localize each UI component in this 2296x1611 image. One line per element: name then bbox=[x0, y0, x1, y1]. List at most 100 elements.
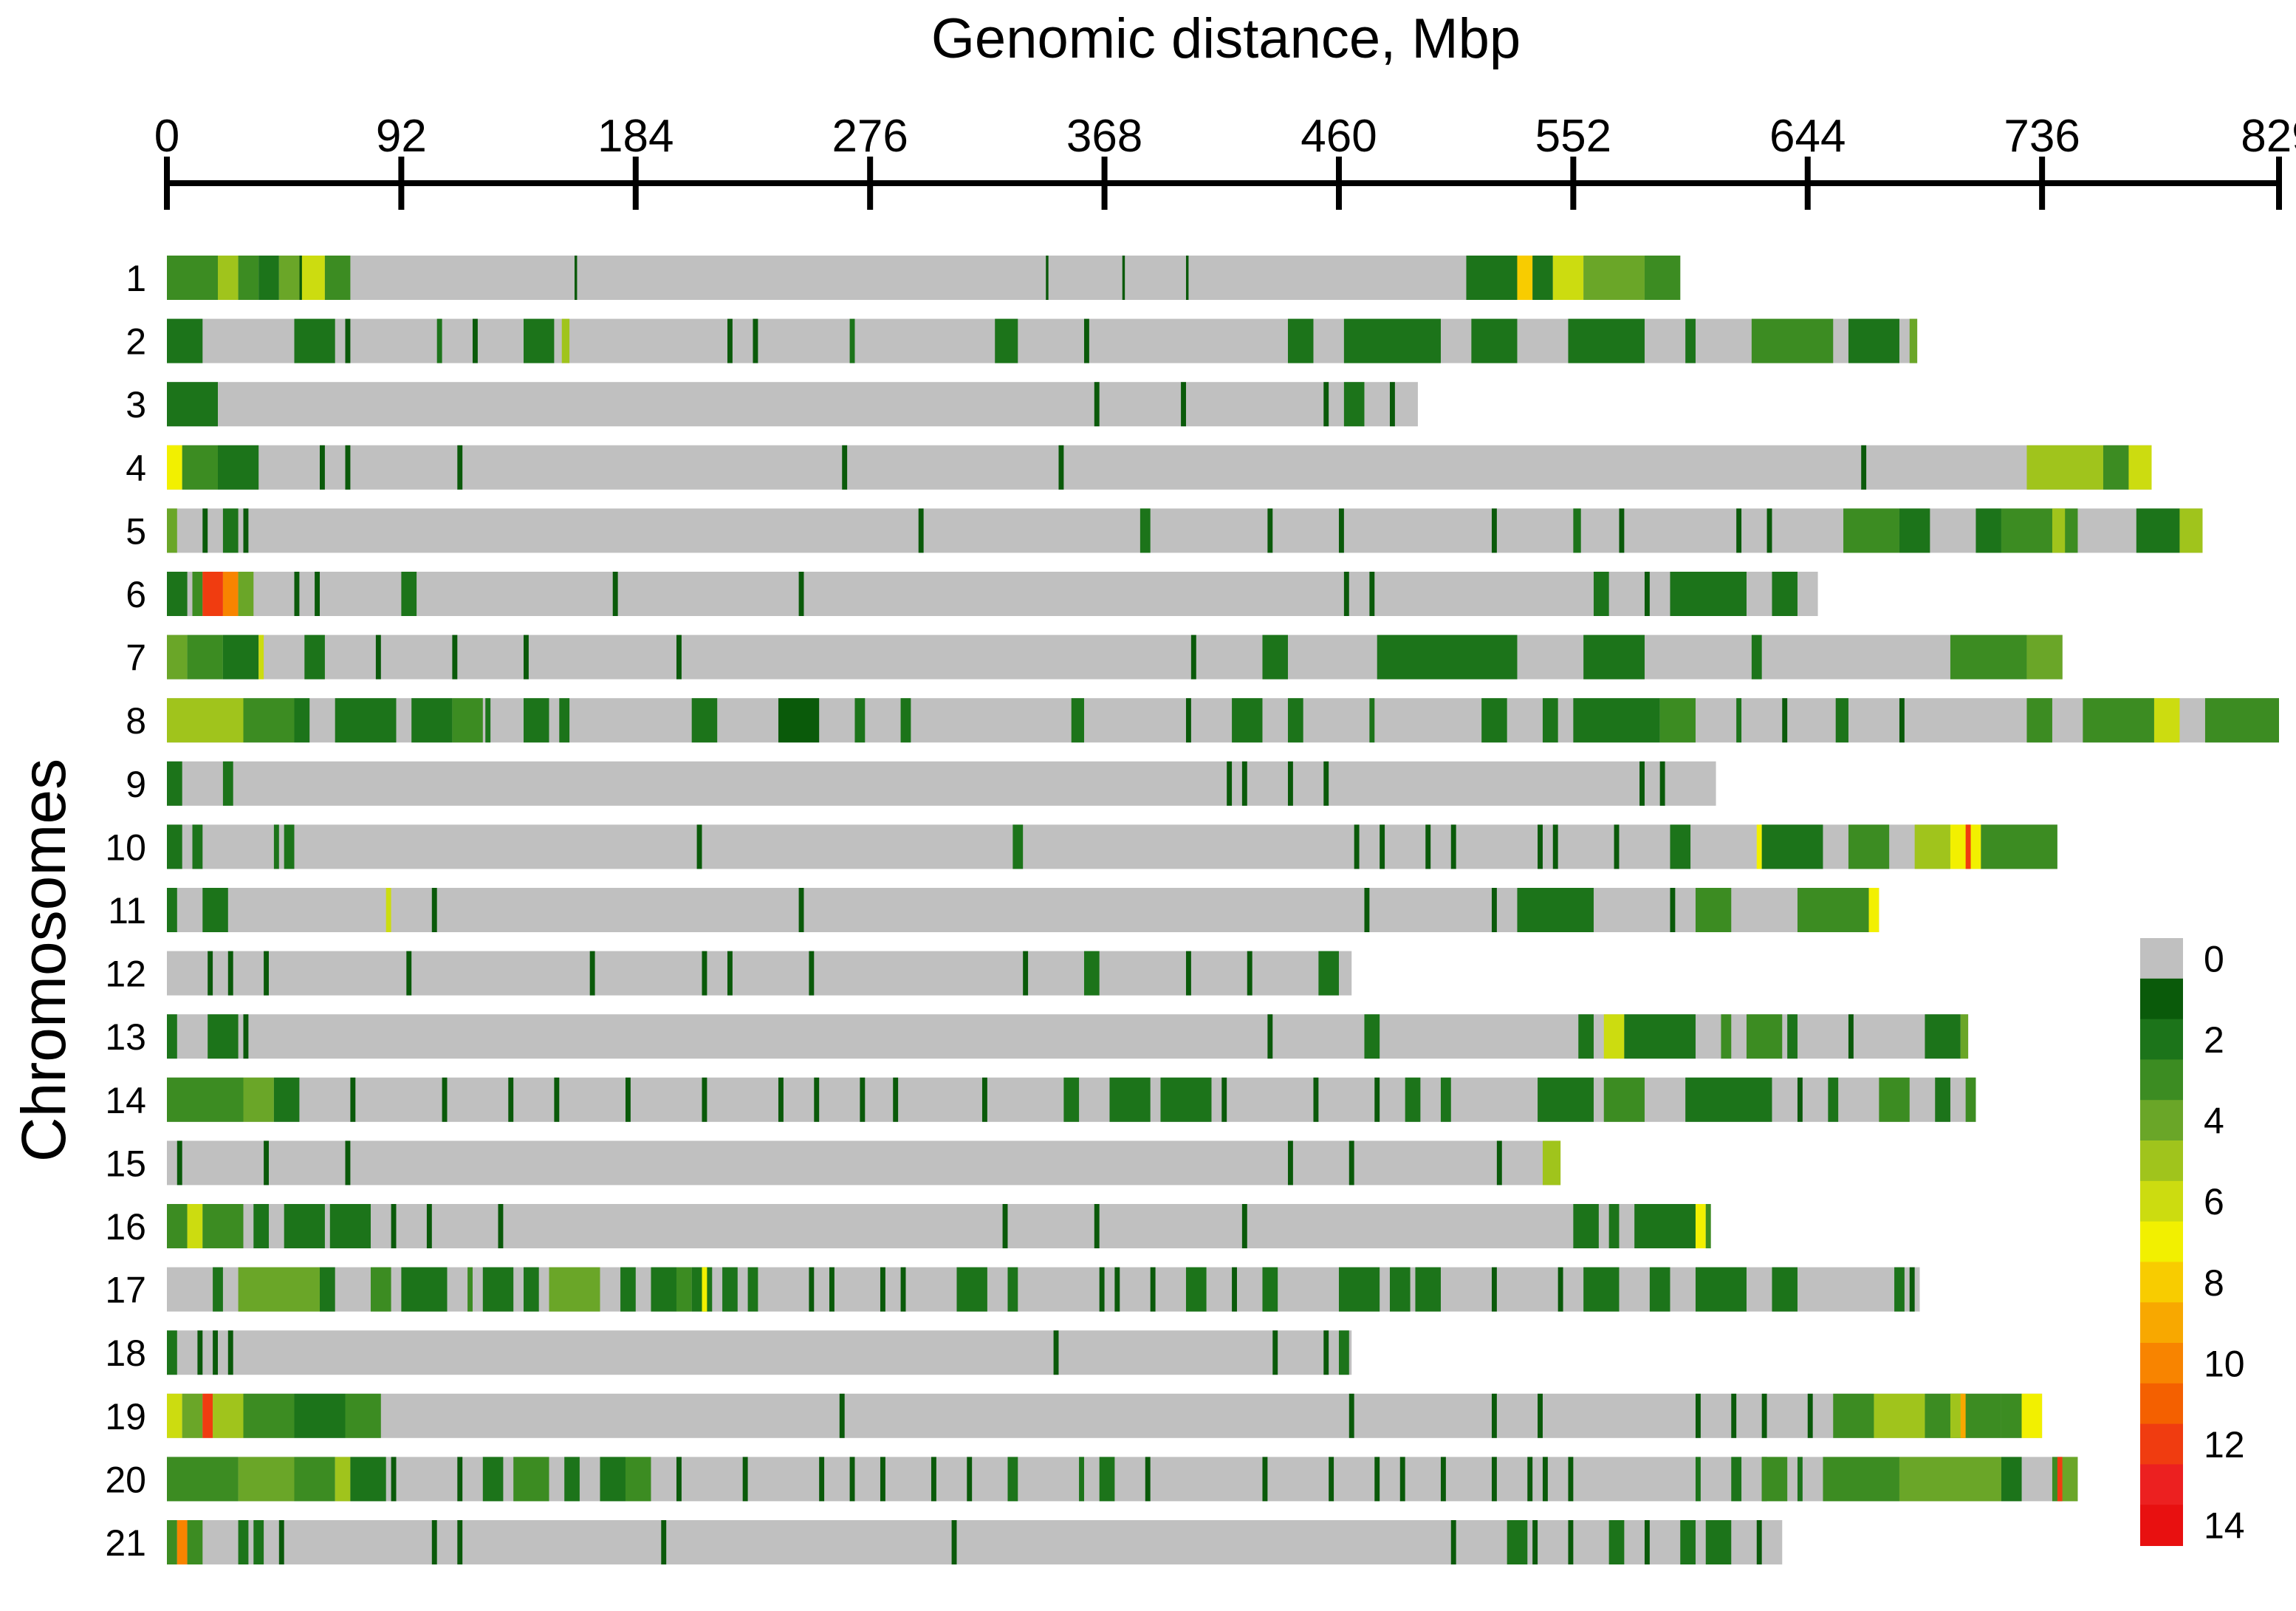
density-segment bbox=[1639, 761, 1645, 806]
density-segment bbox=[1527, 1457, 1533, 1502]
density-segment bbox=[264, 951, 269, 996]
density-segment bbox=[2026, 445, 2103, 490]
density-segment bbox=[457, 445, 463, 490]
color-legend: 0 2 4 6 8 10 12 14 bbox=[2140, 938, 2245, 1547]
density-segment bbox=[1349, 1393, 1354, 1438]
density-segment bbox=[167, 508, 177, 553]
chromosome-row: 6 bbox=[126, 572, 1818, 616]
density-segment bbox=[798, 572, 804, 616]
density-segment bbox=[187, 635, 223, 680]
density-segment bbox=[167, 445, 182, 490]
density-segment bbox=[1751, 318, 1834, 363]
chromosome-row: 5 bbox=[126, 508, 2203, 553]
density-segment bbox=[1659, 761, 1665, 806]
density-segment bbox=[620, 1267, 636, 1312]
chromosome-label: 14 bbox=[105, 1080, 146, 1121]
density-segment bbox=[1374, 1077, 1380, 1122]
density-segment bbox=[167, 1393, 182, 1438]
density-segment bbox=[345, 1393, 381, 1438]
density-segment bbox=[1532, 1520, 1538, 1564]
density-segment bbox=[304, 635, 325, 680]
density-segment bbox=[814, 1077, 820, 1122]
density-segment bbox=[2204, 698, 2279, 743]
density-segment bbox=[1338, 508, 1344, 553]
density-segment bbox=[696, 824, 702, 869]
density-segment bbox=[1835, 698, 1848, 743]
chromosome-label: 9 bbox=[126, 764, 146, 805]
density-segment bbox=[742, 1457, 748, 1502]
density-segment bbox=[798, 888, 804, 932]
chromosome-row: 12 bbox=[105, 951, 1352, 996]
density-segment bbox=[1848, 1014, 1854, 1059]
density-segment bbox=[1772, 1267, 1798, 1312]
density-segment bbox=[1670, 572, 1747, 616]
density-segment bbox=[1861, 445, 1867, 490]
density-segment bbox=[1950, 1393, 1964, 1438]
density-segment bbox=[1247, 951, 1252, 996]
density-segment bbox=[238, 1267, 320, 1312]
density-segment bbox=[217, 445, 259, 490]
density-segment bbox=[457, 1457, 463, 1502]
density-segment bbox=[1099, 1457, 1115, 1502]
density-segment bbox=[1644, 256, 1681, 300]
density-segment bbox=[436, 318, 442, 363]
density-segment bbox=[375, 635, 381, 680]
density-segment bbox=[860, 1077, 866, 1122]
density-segment bbox=[213, 1330, 218, 1375]
density-segment bbox=[202, 888, 228, 932]
density-segment bbox=[1466, 256, 1518, 300]
chromosome-label: 4 bbox=[126, 448, 146, 489]
density-segment bbox=[1517, 888, 1594, 932]
density-segment bbox=[1542, 1140, 1561, 1186]
density-segment bbox=[1538, 1393, 1543, 1438]
density-segment bbox=[222, 508, 239, 553]
density-segment bbox=[600, 1457, 626, 1502]
density-segment bbox=[1343, 572, 1349, 616]
density-segment bbox=[1960, 1393, 1966, 1438]
density-segment bbox=[345, 445, 351, 490]
density-segment bbox=[561, 318, 570, 363]
density-segment bbox=[431, 888, 437, 932]
density-segment bbox=[202, 572, 223, 616]
density-segment bbox=[1364, 888, 1370, 932]
density-segment bbox=[1181, 382, 1186, 427]
legend-color-swatch bbox=[2140, 1140, 2183, 1182]
density-segment bbox=[1583, 1267, 1620, 1312]
legend-color-swatch bbox=[2140, 1180, 2183, 1222]
density-segment bbox=[900, 698, 911, 743]
x-tick-label: 644 bbox=[1769, 111, 1846, 162]
density-segment bbox=[1272, 1330, 1278, 1375]
density-segment bbox=[1338, 1330, 1349, 1375]
density-segment bbox=[1227, 761, 1233, 806]
density-segment bbox=[1868, 888, 1879, 932]
density-segment bbox=[222, 572, 239, 616]
density-segment bbox=[1568, 318, 1645, 363]
legend-label: 2 bbox=[2204, 1019, 2224, 1061]
density-segment bbox=[1185, 256, 1189, 300]
density-segment bbox=[411, 698, 453, 743]
density-segment bbox=[1267, 508, 1273, 553]
chromosome-row: 17 bbox=[105, 1267, 1920, 1312]
density-segment bbox=[1680, 1520, 1696, 1564]
density-segment bbox=[1450, 1520, 1456, 1564]
density-segment bbox=[1491, 1267, 1497, 1312]
density-segment bbox=[1538, 1077, 1594, 1122]
density-segment bbox=[182, 445, 218, 490]
legend-label: 8 bbox=[2204, 1262, 2224, 1304]
density-segment bbox=[747, 1267, 758, 1312]
density-segment bbox=[1899, 698, 1905, 743]
density-segment bbox=[1695, 1457, 1701, 1502]
density-segment bbox=[702, 951, 707, 996]
density-segment bbox=[222, 761, 233, 806]
density-segment bbox=[192, 572, 203, 616]
density-segment bbox=[1377, 635, 1518, 680]
density-segment bbox=[167, 382, 218, 427]
density-segment bbox=[385, 888, 391, 932]
chromosome-label: 11 bbox=[108, 890, 146, 931]
chromosome-bar bbox=[167, 1204, 1711, 1248]
density-segment bbox=[457, 1520, 463, 1564]
density-segment bbox=[1843, 508, 1899, 553]
density-segment bbox=[1114, 1267, 1120, 1312]
density-segment bbox=[345, 1140, 351, 1186]
density-segment bbox=[1782, 698, 1788, 743]
